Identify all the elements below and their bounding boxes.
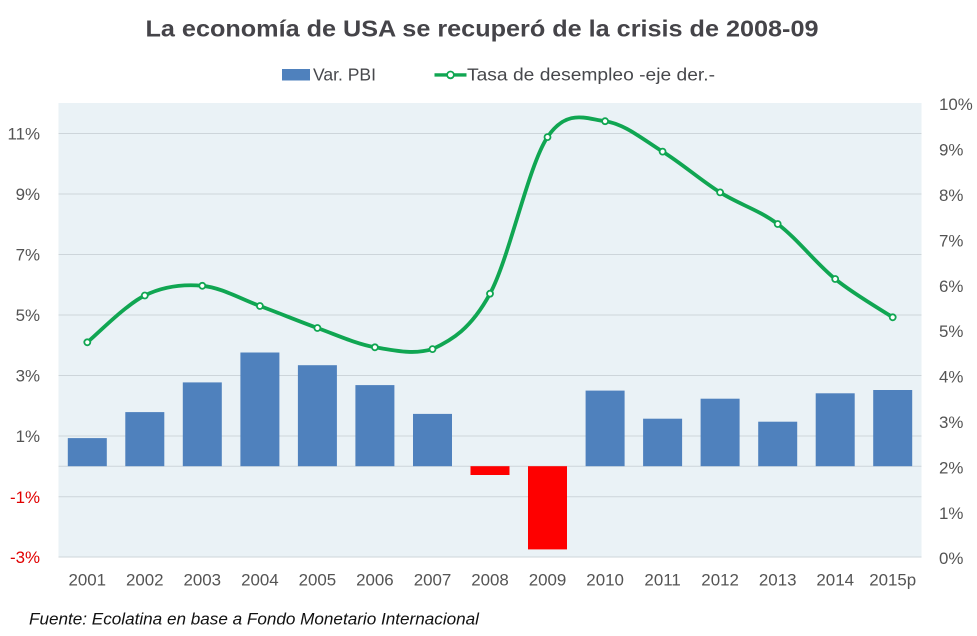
svg-text:Var. PBI: Var. PBI: [313, 64, 376, 84]
svg-text:-1%: -1%: [10, 488, 40, 507]
svg-text:3%: 3%: [16, 367, 40, 386]
svg-text:Fuente: Ecolatina en base a Fo: Fuente: Ecolatina en base a Fondo Moneta…: [29, 611, 479, 629]
svg-text:2005: 2005: [299, 571, 337, 590]
svg-text:2%: 2%: [939, 458, 963, 477]
svg-text:2008: 2008: [471, 571, 509, 590]
svg-text:10%: 10%: [939, 95, 973, 114]
svg-text:Tasa de desempleo -eje der.-: Tasa de desempleo -eje der.-: [467, 64, 715, 84]
svg-text:11%: 11%: [7, 125, 40, 144]
svg-text:2007: 2007: [414, 571, 452, 590]
svg-text:7%: 7%: [939, 231, 963, 250]
svg-text:2010: 2010: [586, 571, 624, 590]
svg-text:2006: 2006: [356, 571, 394, 590]
svg-text:7%: 7%: [16, 246, 40, 265]
svg-text:2003: 2003: [184, 571, 222, 590]
svg-text:1%: 1%: [16, 427, 40, 446]
svg-text:-3%: -3%: [10, 548, 40, 567]
svg-text:8%: 8%: [939, 186, 963, 205]
svg-text:4%: 4%: [939, 368, 963, 387]
svg-text:5%: 5%: [939, 322, 963, 341]
svg-text:2009: 2009: [529, 571, 567, 590]
svg-text:2012: 2012: [701, 571, 739, 590]
svg-text:9%: 9%: [939, 141, 963, 160]
svg-text:2013: 2013: [759, 571, 797, 590]
svg-text:2004: 2004: [241, 571, 279, 590]
svg-text:1%: 1%: [939, 504, 963, 523]
svg-text:3%: 3%: [939, 413, 963, 432]
svg-text:2001: 2001: [69, 571, 107, 590]
svg-text:6%: 6%: [939, 277, 963, 296]
svg-text:0%: 0%: [939, 549, 963, 568]
svg-text:La economía de USA se recuperó: La economía de USA se recuperó de la cri…: [146, 16, 819, 42]
svg-text:9%: 9%: [16, 185, 40, 204]
svg-text:2002: 2002: [126, 571, 164, 590]
svg-text:2011: 2011: [644, 571, 680, 590]
svg-text:2015p: 2015p: [869, 571, 916, 590]
svg-text:5%: 5%: [16, 306, 40, 325]
svg-text:2014: 2014: [816, 571, 854, 590]
